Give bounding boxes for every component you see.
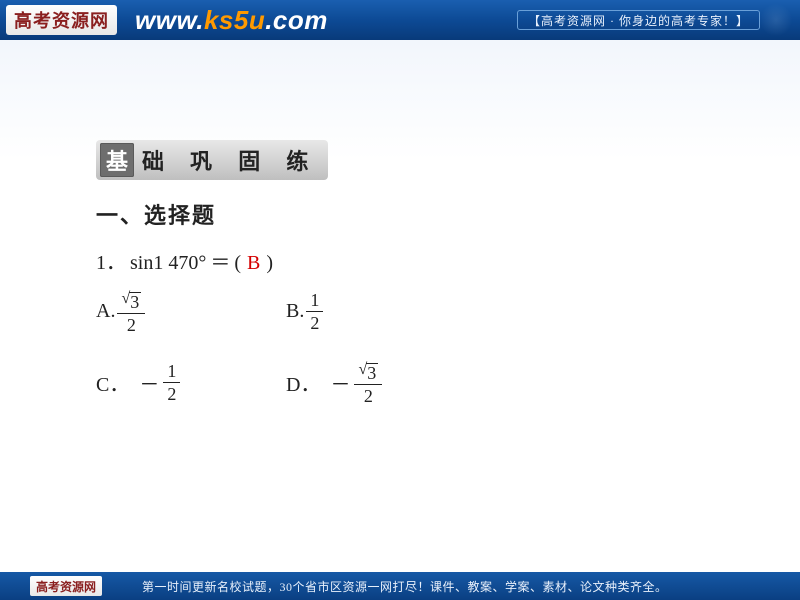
header-tagline: 【高考资源网 · 你身边的高考专家！】 bbox=[517, 10, 760, 30]
option-d-sqrt-num: 3 bbox=[366, 363, 378, 382]
badge-rest-text: 础 巩 固 练 bbox=[142, 144, 318, 176]
option-d-neg: － bbox=[330, 368, 350, 397]
url-post: .com bbox=[265, 5, 328, 35]
section-badge: 基 础 巩 固 练 bbox=[96, 140, 800, 180]
sqrt-icon: √ 3 bbox=[358, 363, 378, 382]
paren-close: ) bbox=[266, 252, 273, 275]
option-c-num: 1 bbox=[163, 362, 180, 380]
logo-text: 高考资源网 bbox=[14, 7, 109, 33]
footer-logo[interactable]: 高考资源网 bbox=[30, 576, 102, 596]
option-a-sqrt-num: 3 bbox=[129, 292, 141, 311]
option-c-neg: － bbox=[139, 368, 159, 397]
option-c-fraction: 1 2 bbox=[163, 362, 180, 403]
option-a[interactable]: A. √ 3 2 bbox=[96, 289, 286, 334]
badge-square-char: 基 bbox=[100, 143, 134, 177]
option-c-letter: C． bbox=[96, 368, 129, 397]
options-grid: A. √ 3 2 B. 1 2 C． － bbox=[96, 289, 800, 405]
answer-paren: ( B ) bbox=[234, 252, 273, 275]
equals-sign: ＝ bbox=[210, 246, 230, 275]
paren-open: ( bbox=[234, 252, 241, 275]
option-d-letter: D． bbox=[286, 368, 320, 397]
option-b-fraction: 1 2 bbox=[306, 291, 323, 332]
question-expr: sin1 470° bbox=[130, 252, 206, 275]
option-d-den: 2 bbox=[360, 387, 377, 405]
option-c-den: 2 bbox=[163, 385, 180, 403]
option-b-letter: B. bbox=[286, 300, 304, 323]
option-b-den: 2 bbox=[306, 314, 323, 332]
footer-text: 第一时间更新名校试题，30个省市区资源一网打尽！课件、教案、学案、素材、论文种类… bbox=[142, 578, 668, 595]
answer-letter: B bbox=[247, 252, 260, 275]
site-url[interactable]: www.ks5u.com bbox=[135, 5, 328, 36]
option-c[interactable]: C． － 1 2 bbox=[96, 360, 286, 405]
decorative-swirl bbox=[756, 2, 796, 38]
footer-logo-text: 高考资源网 bbox=[36, 578, 96, 595]
option-b[interactable]: B. 1 2 bbox=[286, 289, 486, 334]
url-pre: www. bbox=[135, 5, 204, 35]
header-bar: 高考资源网 www.ks5u.com 【高考资源网 · 你身边的高考专家！】 bbox=[0, 0, 800, 40]
url-mid: ks5u bbox=[204, 5, 265, 35]
option-a-fraction: √ 3 2 bbox=[117, 289, 145, 334]
section-title: 一、选择题 bbox=[96, 198, 800, 230]
question-number: 1． bbox=[96, 246, 126, 275]
badge-container: 基 础 巩 固 练 bbox=[96, 140, 328, 180]
option-a-den: 2 bbox=[123, 316, 140, 334]
site-logo[interactable]: 高考资源网 bbox=[6, 5, 117, 35]
main-content: 基 础 巩 固 练 一、选择题 1． sin1 470° ＝ ( B ) A. … bbox=[0, 40, 800, 572]
option-a-letter: A. bbox=[96, 300, 115, 323]
footer-bar: 高考资源网 第一时间更新名校试题，30个省市区资源一网打尽！课件、教案、学案、素… bbox=[0, 572, 800, 600]
question-line: 1． sin1 470° ＝ ( B ) bbox=[96, 246, 800, 275]
tagline-text: 【高考资源网 · 你身边的高考专家！】 bbox=[528, 12, 749, 29]
sqrt-icon: √ 3 bbox=[121, 292, 141, 311]
option-d[interactable]: D． － √ 3 2 bbox=[286, 360, 486, 405]
option-b-num: 1 bbox=[306, 291, 323, 309]
option-d-fraction: √ 3 2 bbox=[354, 360, 382, 405]
